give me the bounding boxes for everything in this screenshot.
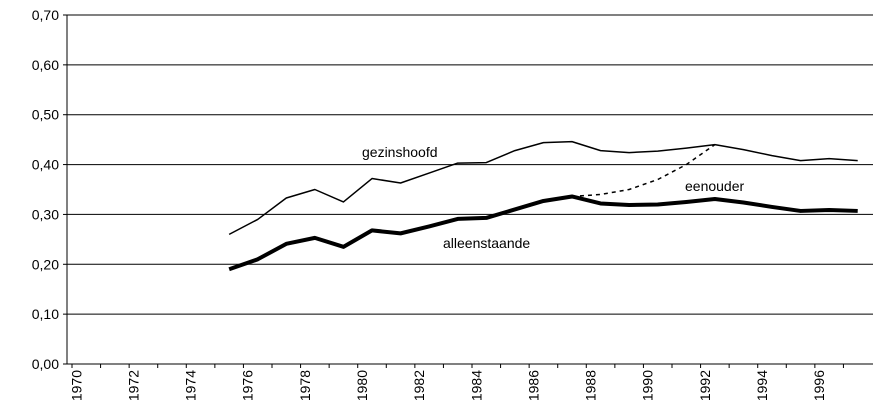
x-tick-label: 1972 [125, 370, 141, 401]
x-tick-label: 1976 [240, 370, 256, 401]
x-tick-label: 1982 [411, 370, 427, 401]
series-line [571, 144, 716, 198]
series-line [228, 194, 858, 272]
x-tick-label: 1984 [468, 370, 484, 401]
series-label: eenouder [685, 178, 745, 194]
x-tick-label: 1980 [354, 370, 370, 401]
x-tick-label: 1970 [68, 370, 84, 401]
series-line [228, 140, 858, 236]
x-tick-label: 1992 [697, 370, 713, 401]
x-tick-label: 1986 [525, 370, 541, 401]
y-tick-label: 0,30 [32, 206, 59, 222]
y-tick-label: 0,10 [32, 306, 59, 322]
x-tick-label: 1988 [583, 370, 599, 401]
series-label: alleenstaande [443, 235, 530, 251]
y-tick-label: 0,60 [32, 57, 59, 73]
y-tick-label: 0,00 [32, 356, 59, 372]
series-label: gezinshoofd [362, 144, 438, 160]
x-tick-label: 1990 [640, 370, 656, 401]
x-tick-label: 1994 [754, 370, 770, 401]
y-tick-label: 0,70 [32, 7, 59, 23]
x-tick-label: 1974 [183, 370, 199, 401]
y-tick-label: 0,40 [32, 157, 59, 173]
y-tick-label: 0,50 [32, 107, 59, 123]
x-tick-label: 1996 [811, 370, 827, 401]
x-tick-label: 1978 [297, 370, 313, 401]
y-tick-label: 0,20 [32, 256, 59, 272]
